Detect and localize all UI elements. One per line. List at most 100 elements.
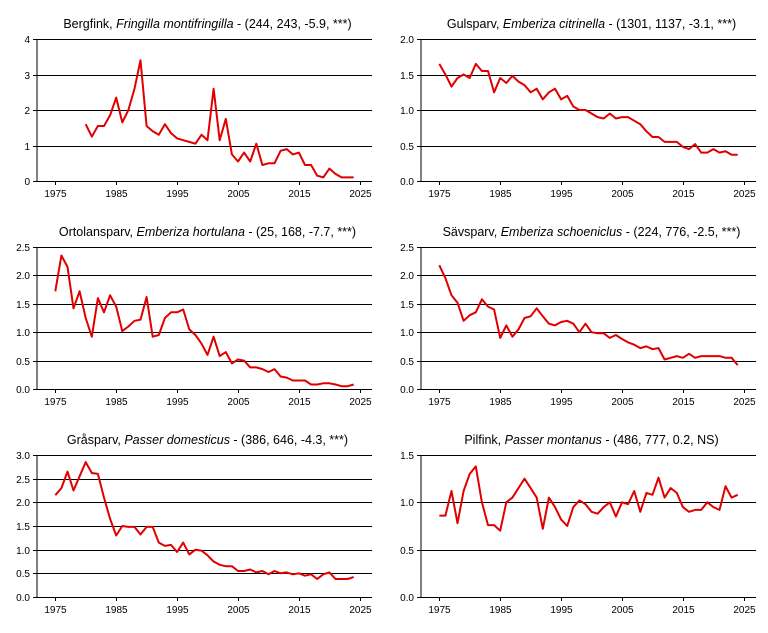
y-tick-label: 2.5 <box>16 475 30 486</box>
title-common-name: Bergfink, <box>63 17 116 31</box>
x-tick-label: 1985 <box>489 605 512 616</box>
y-tick-label: 2.0 <box>400 35 414 46</box>
x-tick-label: 1985 <box>105 605 128 616</box>
y-tick-label: 4 <box>24 35 30 46</box>
y-tick-label: 2.5 <box>400 243 414 254</box>
y-tick-label: 3 <box>24 71 30 82</box>
y-tick-label: 2.0 <box>16 271 30 282</box>
x-tick-label: 1995 <box>166 189 189 200</box>
y-tick-label: 2.0 <box>16 498 30 509</box>
title-stats: - (1301, 1137, -3.1, ***) <box>605 17 736 31</box>
y-tick-label: 0.0 <box>400 385 414 396</box>
panel-gulsparv: Gulsparv, Emberiza citrinella - (1301, 1… <box>400 17 756 200</box>
title-stats: - (25, 168, -7.7, ***) <box>245 225 356 239</box>
title-stats: - (486, 777, 0.2, NS) <box>602 433 719 447</box>
y-tick-label: 2.5 <box>16 243 30 254</box>
x-tick-label: 1975 <box>428 605 451 616</box>
x-tick-label: 1995 <box>550 397 573 408</box>
y-tick-label: 0 <box>24 177 30 188</box>
title-latin-name: Passer montanus <box>505 433 602 447</box>
panel-ortolansparv: Ortolansparv, Emberiza hortulana - (25, … <box>16 225 372 408</box>
chart-title-ortolansparv: Ortolansparv, Emberiza hortulana - (25, … <box>59 225 356 239</box>
x-tick-label: 1975 <box>44 397 67 408</box>
x-tick-label: 2005 <box>611 605 634 616</box>
x-tick-label: 1975 <box>44 189 67 200</box>
y-tick-label: 1.5 <box>400 451 414 462</box>
x-tick-label: 2015 <box>672 605 695 616</box>
y-tick-label: 0.5 <box>16 569 30 580</box>
x-tick-label: 1975 <box>428 189 451 200</box>
x-tick-label: 2015 <box>288 605 311 616</box>
x-tick-label: 2005 <box>611 189 634 200</box>
x-tick-label: 1985 <box>105 397 128 408</box>
y-tick-label: 0.0 <box>16 593 30 604</box>
x-tick-label: 1995 <box>550 605 573 616</box>
y-tick-label: 0.5 <box>400 142 414 153</box>
x-tick-label: 1995 <box>166 397 189 408</box>
y-tick-label: 1 <box>24 142 30 153</box>
series-line-pilfink <box>439 465 739 532</box>
title-common-name: Gråsparv, <box>67 433 124 447</box>
title-stats: - (244, 243, -5.9, ***) <box>234 17 352 31</box>
title-latin-name: Emberiza hortulana <box>137 225 245 239</box>
y-tick-label: 2.0 <box>400 271 414 282</box>
series-line-savsparv <box>438 264 739 366</box>
y-tick-label: 0.5 <box>400 357 414 368</box>
title-stats: - (386, 646, -4.3, ***) <box>230 433 348 447</box>
x-tick-label: 2025 <box>733 397 756 408</box>
y-tick-label: 2 <box>24 106 30 117</box>
y-tick-label: 0.5 <box>16 357 30 368</box>
x-tick-label: 2025 <box>349 397 372 408</box>
title-stats: - (224, 776, -2.5, ***) <box>622 225 740 239</box>
y-tick-label: 0.0 <box>400 177 414 188</box>
series-line-bergfink <box>84 59 354 179</box>
chart-title-gulsparv: Gulsparv, Emberiza citrinella - (1301, 1… <box>447 17 736 31</box>
x-tick-label: 2015 <box>288 397 311 408</box>
x-tick-label: 2025 <box>733 189 756 200</box>
y-tick-label: 1.5 <box>400 71 414 82</box>
panel-bergfink: Bergfink, Fringilla montifringilla - (24… <box>24 17 372 200</box>
x-tick-label: 1985 <box>105 189 128 200</box>
x-tick-label: 1975 <box>428 397 451 408</box>
x-tick-label: 2005 <box>227 397 250 408</box>
y-tick-label: 1.0 <box>400 328 414 339</box>
x-tick-label: 1985 <box>489 189 512 200</box>
x-tick-label: 1985 <box>489 397 512 408</box>
y-tick-label: 0.0 <box>16 385 30 396</box>
y-tick-label: 1.0 <box>16 328 30 339</box>
chart-title-bergfink: Bergfink, Fringilla montifringilla - (24… <box>63 17 351 31</box>
x-tick-label: 2015 <box>672 189 695 200</box>
y-tick-label: 1.0 <box>16 546 30 557</box>
title-latin-name: Emberiza citrinella <box>503 17 605 31</box>
title-latin-name: Passer domesticus <box>124 433 230 447</box>
series-line-gulsparv <box>438 62 738 156</box>
x-tick-label: 2025 <box>733 605 756 616</box>
y-tick-label: 1.5 <box>16 522 30 533</box>
panel-pilfink: Pilfink, Passer montanus - (486, 777, 0.… <box>400 433 756 616</box>
x-tick-label: 2005 <box>227 189 250 200</box>
title-latin-name: Fringilla montifringilla <box>116 17 233 31</box>
x-tick-label: 1995 <box>166 605 189 616</box>
title-latin-name: Emberiza schoeniclus <box>501 225 623 239</box>
series-line-ortolansparv <box>54 254 354 388</box>
y-tick-label: 0.0 <box>400 593 414 604</box>
panel-grasparv: Gråsparv, Passer domesticus - (386, 646,… <box>16 433 372 616</box>
y-tick-label: 3.0 <box>16 451 30 462</box>
chart-title-pilfink: Pilfink, Passer montanus - (486, 777, 0.… <box>464 433 718 447</box>
y-tick-label: 1.0 <box>400 498 414 509</box>
x-tick-label: 1995 <box>550 189 573 200</box>
x-tick-label: 2005 <box>227 605 250 616</box>
x-tick-label: 2015 <box>288 189 311 200</box>
x-tick-label: 2005 <box>611 397 634 408</box>
y-tick-label: 0.5 <box>400 546 414 557</box>
chart-title-grasparv: Gråsparv, Passer domesticus - (386, 646,… <box>67 433 348 447</box>
chart-title-savsparv: Sävsparv, Emberiza schoeniclus - (224, 7… <box>443 225 741 239</box>
x-tick-label: 1975 <box>44 605 67 616</box>
x-tick-label: 2025 <box>349 189 372 200</box>
title-common-name: Gulsparv, <box>447 17 503 31</box>
title-common-name: Sävsparv, <box>443 225 501 239</box>
x-tick-label: 2025 <box>349 605 372 616</box>
y-tick-label: 1.5 <box>400 300 414 311</box>
title-common-name: Pilfink, <box>464 433 504 447</box>
